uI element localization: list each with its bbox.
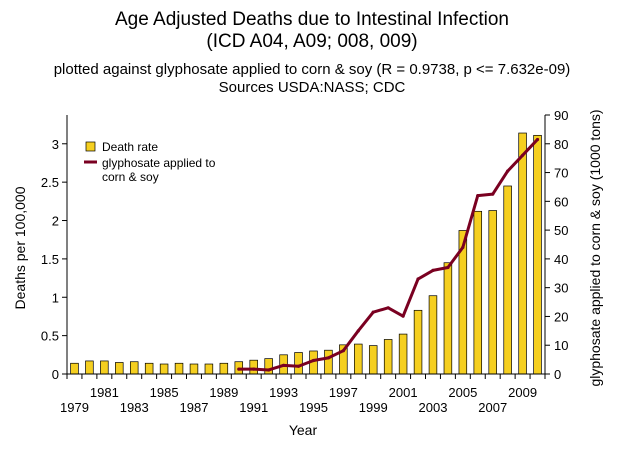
bar-2010 bbox=[533, 134, 542, 375]
line-point-1998 bbox=[356, 329, 360, 333]
y-tick-label: 1.5 bbox=[41, 252, 59, 267]
bar-1994 bbox=[294, 352, 303, 375]
bar-2007 bbox=[488, 210, 497, 375]
line-point-1993 bbox=[281, 363, 286, 367]
line-point-2009 bbox=[520, 153, 525, 157]
y2-tick-label: 50 bbox=[554, 223, 568, 238]
bar-1986 bbox=[174, 362, 184, 375]
bar-2008 bbox=[503, 185, 512, 375]
line-point-2000 bbox=[386, 306, 390, 310]
y2-tick-label: 80 bbox=[554, 137, 568, 152]
legend-line-label-part2: corn & soy bbox=[102, 170, 159, 184]
line-point-1991 bbox=[252, 367, 256, 371]
bar-2009 bbox=[518, 132, 527, 375]
x-tick-label: 1985 bbox=[150, 385, 179, 400]
bar-2003 bbox=[428, 295, 438, 375]
bar-1987 bbox=[189, 363, 199, 375]
line-point-2005 bbox=[461, 245, 465, 249]
y2-tick-label: 60 bbox=[554, 194, 568, 209]
legend: Death rate glyphosate applied to corn & so… bbox=[84, 140, 216, 184]
bar-1992 bbox=[264, 358, 273, 375]
legend-line-label-part1: glyphosate applied to bbox=[102, 156, 216, 170]
line-point-2006 bbox=[476, 193, 480, 198]
line-point-2010 bbox=[535, 137, 540, 142]
x-axis-label: Year bbox=[289, 422, 318, 438]
x-tick-label: 2007 bbox=[478, 400, 507, 415]
x-tick-label: 2009 bbox=[508, 385, 537, 400]
bar-2001 bbox=[398, 333, 408, 375]
line-point-2007 bbox=[491, 192, 495, 196]
bar-2004 bbox=[443, 262, 453, 375]
x-tick-label: 1999 bbox=[359, 400, 388, 415]
y2-axis-label: glyphosate applied to corn & soy (1000 t… bbox=[587, 109, 603, 386]
line-point-2003 bbox=[431, 268, 435, 272]
y2-tick-label: 20 bbox=[554, 309, 568, 324]
y-axis-label: Deaths per 100,000 bbox=[12, 186, 28, 309]
line-point-1995 bbox=[311, 358, 316, 363]
line-point-1997 bbox=[341, 349, 345, 353]
x-tick-label: 1991 bbox=[239, 400, 268, 415]
bar-2006 bbox=[473, 210, 483, 375]
y-tick-label: 3 bbox=[52, 137, 59, 152]
bar-1985 bbox=[159, 363, 169, 375]
y2-tick-label: 70 bbox=[554, 166, 568, 181]
bar-1991 bbox=[249, 359, 258, 375]
y-tick-label: 0.5 bbox=[41, 329, 59, 344]
bar-1996 bbox=[324, 349, 333, 375]
bar-2002 bbox=[413, 309, 423, 375]
line-point-1996 bbox=[326, 356, 331, 360]
y-tick-label: 1 bbox=[52, 290, 59, 305]
chart-subtitle-line1: plotted against glyphosate applied to co… bbox=[53, 61, 571, 78]
bar-1999 bbox=[368, 345, 378, 375]
y2-tick-label: 0 bbox=[554, 367, 561, 382]
bar-1989 bbox=[219, 362, 229, 375]
x-tick-label: 1993 bbox=[269, 385, 298, 400]
bar-1983 bbox=[129, 361, 139, 375]
x-tick-label: 2003 bbox=[419, 400, 448, 415]
bar-1979 bbox=[70, 362, 79, 375]
x-tick-label: 1997 bbox=[329, 385, 358, 400]
line-point-1992 bbox=[267, 368, 271, 372]
y2-tick-label: 10 bbox=[554, 338, 568, 353]
line-point-1999 bbox=[371, 310, 375, 314]
legend-bar-label: Death rate bbox=[102, 140, 158, 154]
x-tick-label: 2001 bbox=[389, 385, 418, 400]
x-tick-label: 1989 bbox=[209, 385, 238, 400]
chart-title-line1: Age Adjusted Deaths due to Intestinal In… bbox=[115, 9, 509, 30]
y2-tick-label: 90 bbox=[554, 108, 568, 123]
bar-1998 bbox=[354, 343, 363, 375]
bar-1981 bbox=[100, 360, 109, 375]
line-point-2004 bbox=[446, 265, 450, 270]
line-point-2002 bbox=[416, 277, 420, 281]
bar-2000 bbox=[383, 339, 393, 375]
y-tick-label: 2.5 bbox=[41, 175, 59, 190]
x-tick-label: 2005 bbox=[448, 385, 477, 400]
y-tick-label: 0 bbox=[52, 367, 59, 382]
y2-tick-label: 30 bbox=[554, 281, 568, 296]
legend-bar-swatch bbox=[85, 141, 96, 152]
y2-tick-label: 40 bbox=[554, 252, 568, 267]
chart-subtitle-line2: Sources USDA:NASS; CDC bbox=[218, 79, 406, 96]
line-point-2008 bbox=[506, 169, 510, 173]
chart-title-line2: (ICD A04, A09; 008, 009) bbox=[206, 31, 418, 52]
legend-line-label: glyphosate applied to corn & soy bbox=[102, 156, 216, 184]
x-tick-label: 1987 bbox=[180, 400, 209, 415]
line-point-1994 bbox=[296, 364, 301, 368]
x-tick-label: 1979 bbox=[60, 400, 89, 415]
line-point-2001 bbox=[401, 314, 405, 318]
x-tick-label: 1983 bbox=[120, 400, 149, 415]
line-series bbox=[237, 137, 540, 372]
x-tick-label: 1981 bbox=[90, 385, 119, 400]
bar-1982 bbox=[115, 362, 124, 375]
y-tick-label: 2 bbox=[52, 214, 59, 229]
bar-1980 bbox=[85, 360, 94, 375]
x-tick-label: 1995 bbox=[299, 400, 328, 415]
axes bbox=[62, 114, 550, 379]
bar-1984 bbox=[144, 362, 154, 375]
line-point-1990 bbox=[237, 367, 241, 371]
bar-1988 bbox=[204, 363, 214, 375]
